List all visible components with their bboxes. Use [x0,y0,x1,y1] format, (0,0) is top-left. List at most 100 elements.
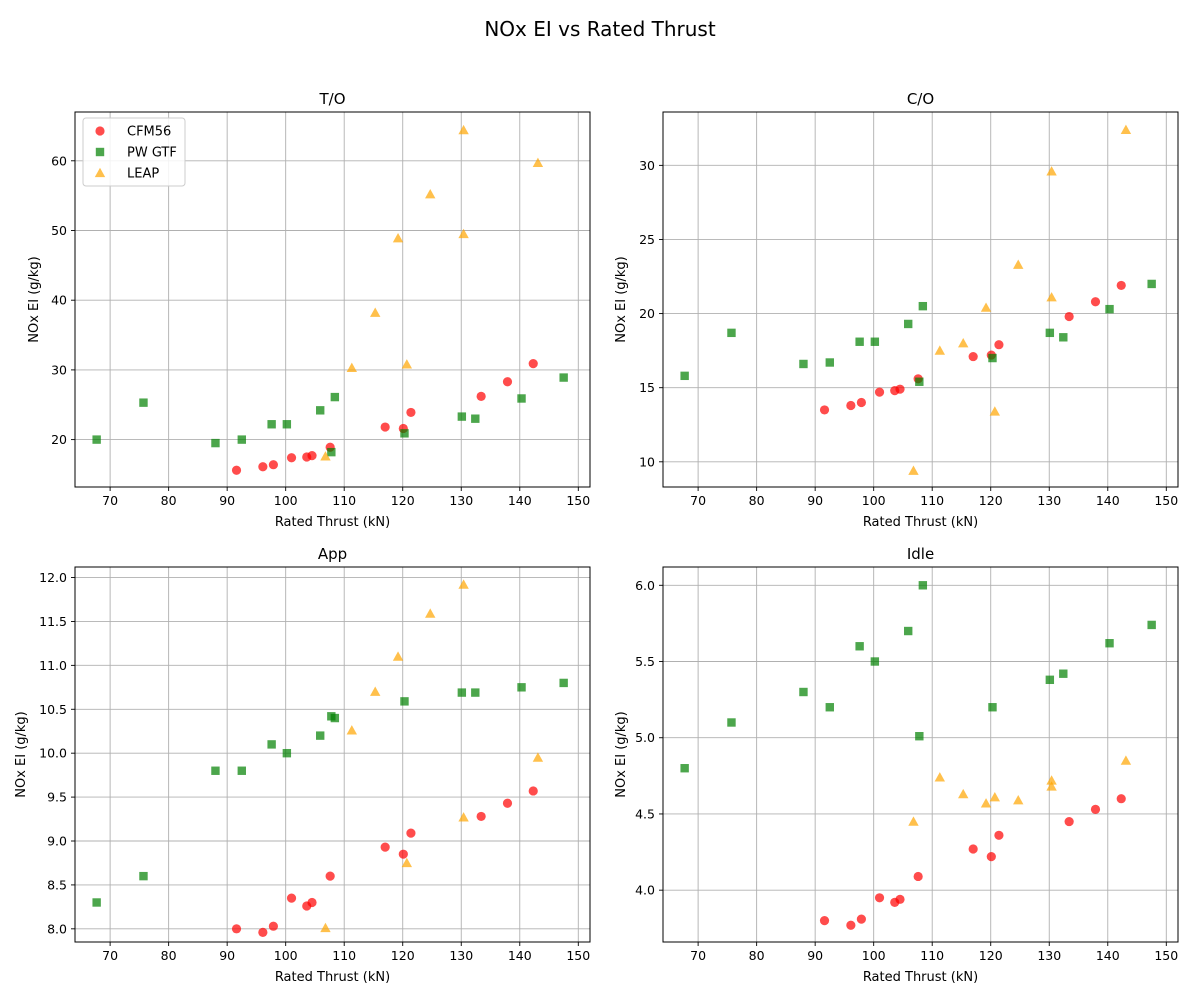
x-tick-label: 140 [508,493,532,508]
legend-marker-pw-gtf [95,147,105,157]
y-tick-label: 20 [51,432,67,447]
x-tick-label: 80 [749,948,765,963]
data-point-pw-gtf [211,438,220,448]
data-point-leap [1120,755,1132,765]
data-point-pw-gtf [400,697,409,706]
data-point-leap [908,816,919,826]
y-tick-label: 8.0 [47,921,67,936]
data-point-pw-gtf [680,371,689,381]
data-point-pw-gtf [918,301,928,311]
y-tick-label: 30 [51,362,67,377]
series-leap [320,579,544,933]
data-point-cfm56 [286,453,297,463]
y-tick-label: 4.0 [635,883,655,898]
data-point-pw-gtf [330,713,340,723]
data-point-cfm56 [856,914,866,924]
legend-marker-cfm56 [95,126,105,136]
y-axis-label: NOx EI (g/kg) [14,711,29,798]
data-point-pw-gtf [559,373,568,382]
data-point-pw-gtf [1059,669,1068,678]
data-point-leap [458,812,469,822]
data-point-leap [401,359,413,369]
data-point-pw-gtf [327,447,336,457]
data-point-pw-gtf [211,766,220,775]
data-point-pw-gtf [904,626,913,636]
x-axis-label: Rated Thrust (kN) [863,970,978,985]
data-point-pw-gtf [139,398,148,407]
legend-label: LEAP [127,167,159,182]
x-tick-label: 140 [1096,493,1120,508]
data-point-pw-gtf [92,898,101,907]
data-point-pw-gtf [267,420,276,429]
x-tick-label: 70 [102,948,118,963]
data-point-cfm56 [1116,794,1126,804]
data-point-cfm56 [231,924,242,934]
data-point-cfm56 [994,830,1004,840]
data-point-cfm56 [1064,816,1074,827]
subplot-app: 70 80 90 100 110 120 130 140 150 8.0 8.5 9.0 9.5 10.0… [14,545,591,985]
data-point-cfm56 [406,828,416,838]
data-point-cfm56 [380,422,390,432]
x-tick-label: 90 [807,493,823,508]
data-point-pw-gtf [799,359,808,369]
data-point-cfm56 [819,916,830,926]
x-axis-label: Rated Thrust (kN) [863,515,978,530]
x-tick-label: 100 [862,948,886,963]
x-tick-label: 150 [1154,493,1178,508]
subplot-title: Idle [907,545,934,563]
data-point-cfm56 [268,460,278,470]
data-point-leap [989,406,1001,416]
data-point-pw-gtf [1147,620,1156,630]
data-point-pw-gtf [915,377,924,386]
x-tick-label: 130 [449,493,473,508]
subplot-title: T/O [318,90,345,108]
data-point-pw-gtf [988,703,997,712]
data-point-cfm56 [846,920,856,930]
data-point-pw-gtf [400,429,409,438]
data-point-cfm56 [994,340,1004,350]
data-point-pw-gtf [282,420,292,429]
x-tick-label: 120 [979,948,1003,963]
y-tick-label: 10 [639,454,655,469]
data-point-leap [1046,781,1057,791]
x-tick-label: 80 [749,493,765,508]
data-point-leap [980,798,992,808]
axes-frame [74,111,591,488]
data-point-leap [346,725,358,735]
axes-frame [662,566,1179,943]
x-tick-label: 110 [920,948,944,963]
y-tick-label: 12.0 [39,570,67,585]
y-tick-label: 9.5 [47,790,67,805]
data-point-leap [1046,292,1057,302]
data-point-pw-gtf [471,688,480,697]
series-cfm56 [231,786,538,937]
data-point-leap [425,189,436,199]
x-tick-label: 100 [274,948,298,963]
data-point-leap [980,302,992,312]
series-pw-gtf [680,581,1156,773]
series-cfm56 [819,794,1126,930]
x-tick-label: 130 [449,948,473,963]
data-point-cfm56 [476,391,486,401]
data-point-leap [370,686,381,696]
x-tick-label: 80 [161,493,177,508]
data-point-pw-gtf [139,871,148,881]
data-point-cfm56 [913,871,923,882]
data-point-pw-gtf [680,764,689,773]
axes-frame [662,111,1179,488]
data-point-pw-gtf [1045,675,1055,685]
data-point-cfm56 [819,405,830,415]
data-point-cfm56 [502,377,513,387]
data-point-leap [392,651,404,661]
x-tick-label: 100 [274,493,298,508]
data-point-pw-gtf [316,406,325,415]
data-point-pw-gtf [904,319,913,329]
data-point-pw-gtf [1105,639,1114,648]
data-point-pw-gtf [237,435,246,444]
data-point-cfm56 [846,400,856,411]
data-point-pw-gtf [870,657,880,666]
data-point-pw-gtf [825,358,834,367]
data-point-cfm56 [325,871,335,881]
data-point-pw-gtf [267,740,276,749]
data-point-pw-gtf [799,687,808,697]
